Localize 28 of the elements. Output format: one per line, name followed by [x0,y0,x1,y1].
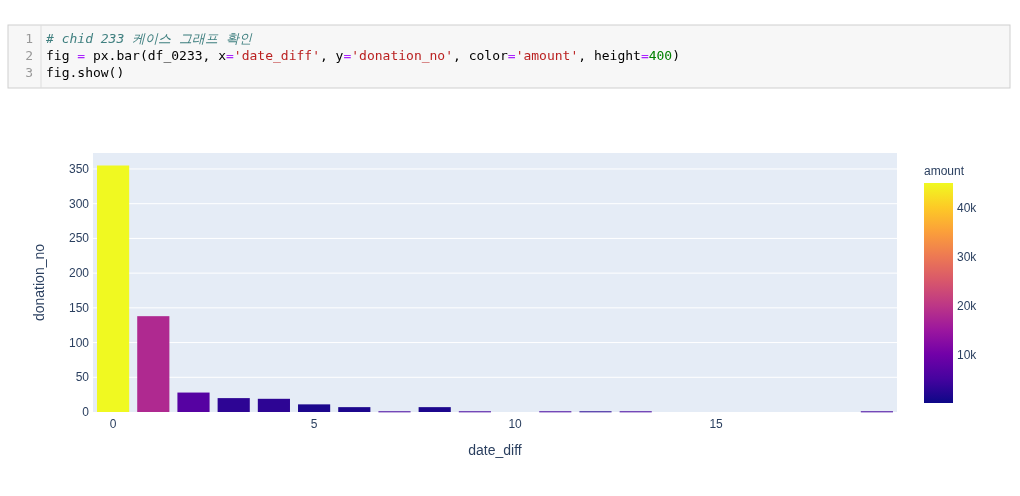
x-axis-title: date_diff [468,442,522,458]
y-tick-label: 200 [68,266,90,281]
x-tick-label: 15 [709,417,724,431]
y-tick-label: 0 [82,405,90,419]
y-tick-label: 250 [68,231,90,246]
bar [257,398,290,412]
color-bar-label: 20k [957,298,978,313]
y-axis-title: donation_no [31,243,47,322]
code-cell: 1 # chid 233 케이스 그래프 확인 2 fig = px.bar(df_0233, x='date_diff', y='donation_no', color='amount', height=400) 3 fig.show() [7,24,1011,89]
bar [418,407,451,412]
color-bar-label: 10k [957,347,978,362]
color-bar-label: 30k [957,249,978,264]
bar [338,407,371,412]
color-bar-title: amount [924,164,965,178]
y-tick-label: 100 [68,335,90,350]
x-tick-label: 5 [310,417,318,431]
bar [217,398,250,412]
x-tick-label: 0 [109,417,117,431]
bar [177,392,210,412]
y-tick-label: 350 [68,161,90,176]
bar [298,404,331,412]
y-tick-label: 150 [68,300,90,315]
bar [97,165,130,412]
bar [137,316,170,412]
y-tick-label: 50 [75,370,90,385]
y-tick-label: 300 [68,196,90,211]
color-bar-label: 40k [957,200,978,215]
x-tick-label: 10 [508,417,523,431]
